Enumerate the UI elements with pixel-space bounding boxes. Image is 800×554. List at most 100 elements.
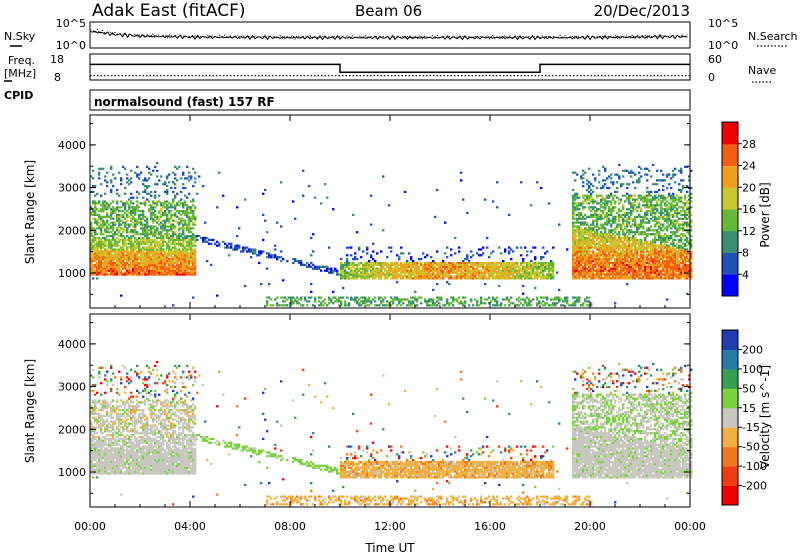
power-cell [102,236,105,240]
power-cell [412,302,415,305]
power-cell [592,202,595,205]
power-cell [156,169,159,172]
power-cell [628,233,631,236]
power-cell [600,265,603,268]
power-cell [360,300,363,303]
power-cell [98,252,101,255]
power-cell [128,246,131,249]
power-cell [588,296,591,299]
power-cell [600,275,603,278]
power-cell [168,246,171,249]
power-cell [158,263,161,267]
power-cell [268,254,271,257]
power-cell [592,252,595,255]
power-cell [98,273,101,276]
power-cell [538,300,541,303]
power-cell [144,240,147,243]
power-cell [188,206,191,209]
power-cell [530,275,533,278]
power-cell [348,265,351,268]
power-cell [162,235,165,238]
power-cell [662,215,665,219]
power-cell [132,269,135,272]
power-cell [410,265,413,268]
power-cell [100,258,103,261]
power-cell [354,256,357,259]
power-cell [116,256,119,259]
power-cell [664,238,667,242]
power-cell [656,275,659,278]
power-cell [616,271,619,274]
power-cell [360,271,363,274]
power-cell [586,231,589,234]
power-cell [622,242,625,245]
power-cell [624,215,627,219]
power-cell [106,256,109,259]
power-cell [496,206,499,209]
power-cell [636,206,639,209]
power-cell [642,246,645,249]
power-cell [602,256,605,259]
power-cell [90,252,93,255]
power-cell [580,240,583,243]
power-cell [594,215,597,219]
power-cell [624,233,627,236]
power-cell [660,194,663,197]
power-cell [574,229,577,232]
power-cell [102,273,105,276]
power-cell [510,265,513,268]
power-cell [594,265,597,268]
power-cell [656,196,659,199]
power-cell [630,229,633,232]
power-cell [400,304,403,307]
power-cell [470,273,473,276]
power-cell [442,277,445,280]
power-cell [192,250,195,253]
power-cell [412,271,415,274]
power-cell [446,302,449,305]
power-cell [436,304,439,307]
power-cell [144,265,147,268]
power-cell [598,256,601,259]
power-cell [446,271,449,274]
power-cell [588,233,591,236]
power-cell [436,271,439,274]
power-cell [652,275,655,278]
power-cell [426,304,429,307]
power-cell [596,217,599,220]
power-cell [580,231,583,234]
power-cell [158,179,161,182]
power-cell [166,233,169,236]
power-cell [644,238,647,242]
power-cell [246,246,249,249]
power-cell [540,302,543,305]
power-cell [116,188,119,192]
power-cell [484,269,487,272]
power-cell [502,273,505,276]
freq-unit: [MHz] [4,67,36,80]
power-cell [184,273,187,276]
power-cell [414,269,417,272]
power-cell [474,275,477,278]
power-cell [648,265,651,268]
power-cell [460,277,463,280]
power-cell [510,258,513,261]
power-cell [668,236,671,240]
power-cell [112,227,115,230]
power-cell [134,263,137,267]
power-cell [630,250,633,253]
power-cell [182,248,185,251]
power-cell [348,277,351,280]
power-cell [322,304,325,307]
power-cell [154,269,157,272]
power-cell [500,302,503,305]
power-cell [156,162,159,165]
power-cell [276,258,279,261]
power-cell [110,265,113,268]
power-cell [174,238,177,242]
power-cell [644,240,647,243]
power-cell [190,261,193,265]
power-cell [424,263,427,267]
power-cell [594,275,597,278]
power-cell [136,173,139,176]
